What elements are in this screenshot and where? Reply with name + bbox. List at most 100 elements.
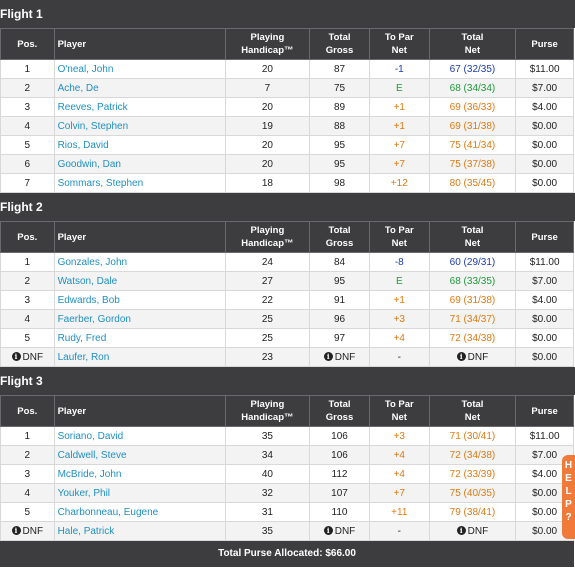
col-player: Player xyxy=(53,395,226,427)
pos-cell: 7 xyxy=(0,173,55,193)
net-cell: 75 (37/38) xyxy=(428,154,517,174)
help-letter: ? xyxy=(565,512,572,523)
player-link[interactable]: O'neal, John xyxy=(53,59,226,79)
pos-value: 2 xyxy=(24,275,31,287)
pos-value: 7 xyxy=(24,177,31,189)
player-link[interactable]: Soriano, David xyxy=(53,426,226,446)
pos-cell: 2 xyxy=(0,445,55,465)
player-link[interactable]: Hale, Patrick xyxy=(53,521,226,541)
net-cell: 75 (41/34) xyxy=(428,135,517,155)
net-value: 67 (32/35) xyxy=(449,63,496,75)
net-value: 75 (40/35) xyxy=(449,487,496,499)
col-gross-line2: Gross xyxy=(325,45,354,56)
col-topar-line1: To Par xyxy=(384,399,414,410)
purse-cell: $0.00 xyxy=(515,309,574,329)
player-link[interactable]: Caldwell, Steve xyxy=(53,445,226,465)
info-icon[interactable]: i xyxy=(323,526,333,536)
col-gross: Total Gross xyxy=(309,395,370,427)
gross-cell: i DNF xyxy=(309,347,370,367)
player-link[interactable]: Sommars, Stephen xyxy=(53,173,226,193)
handicap-cell: 23 xyxy=(224,347,311,367)
handicap-cell: 35 xyxy=(224,521,311,541)
net-value: 75 (41/34) xyxy=(449,139,496,151)
table-row: 1 O'neal, John 20 87 -1 67 (32/35) $11.00 xyxy=(0,59,574,79)
purse-cell: $11.00 xyxy=(515,59,574,79)
gross-cell: 112 xyxy=(309,464,370,484)
player-link[interactable]: Rudy, Fred xyxy=(53,328,226,348)
net-value: DNF xyxy=(467,351,489,363)
player-link[interactable]: Charbonneau, Eugene xyxy=(53,502,226,522)
handicap-cell: 34 xyxy=(224,445,311,465)
player-link[interactable]: Youker, Phil xyxy=(53,483,226,503)
net-cell: 72 (33/39) xyxy=(428,464,517,484)
handicap-cell: 7 xyxy=(224,78,311,98)
pos-cell: 2 xyxy=(0,271,55,291)
table-row: 1 Gonzales, John 24 84 -8 60 (29/31) $11.00 xyxy=(0,252,574,272)
help-tab[interactable]: H E L P? xyxy=(562,455,575,539)
player-link[interactable]: Gonzales, John xyxy=(53,252,226,272)
gross-cell: 91 xyxy=(309,290,370,310)
gross-cell: i DNF xyxy=(309,521,370,541)
pos-value: 4 xyxy=(24,120,31,132)
net-cell: 79 (38/41) xyxy=(428,502,517,522)
purse-cell: $0.00 xyxy=(515,328,574,348)
handicap-cell: 20 xyxy=(224,135,311,155)
net-cell: 69 (31/38) xyxy=(428,290,517,310)
table-row: 4 Faerber, Gordon 25 96 +3 71 (34/37) $0.00 xyxy=(0,309,574,329)
net-cell: 68 (33/35) xyxy=(428,271,517,291)
gross-cell: 106 xyxy=(309,426,370,446)
info-icon[interactable]: i xyxy=(323,352,333,362)
net-value: 79 (38/41) xyxy=(449,506,496,518)
topar-cell: E xyxy=(368,271,430,291)
flight-title: Flight 1 xyxy=(0,0,575,28)
col-gross: Total Gross xyxy=(309,28,370,60)
purse-cell: $0.00 xyxy=(515,483,574,503)
pos-value: 6 xyxy=(24,158,31,170)
pos-cell: 4 xyxy=(0,309,55,329)
gross-cell: 98 xyxy=(309,173,370,193)
player-link[interactable]: Colvin, Stephen xyxy=(53,116,226,136)
gross-value: 107 xyxy=(331,487,348,499)
col-net: Total Net xyxy=(428,221,517,253)
col-handicap: Playing Handicap™ xyxy=(224,221,311,253)
col-handicap-line1: Playing xyxy=(250,225,285,236)
net-value: 60 (29/31) xyxy=(449,256,496,268)
player-link[interactable]: Reeves, Patrick xyxy=(53,97,226,117)
player-link[interactable]: Laufer, Ron xyxy=(53,347,226,367)
col-purse: Purse xyxy=(515,395,574,427)
handicap-cell: 20 xyxy=(224,97,311,117)
handicap-cell: 25 xyxy=(224,309,311,329)
gross-value: 95 xyxy=(333,139,346,151)
player-link[interactable]: Edwards, Bob xyxy=(53,290,226,310)
pos-cell: 4 xyxy=(0,483,55,503)
player-link[interactable]: Faerber, Gordon xyxy=(53,309,226,329)
info-icon[interactable]: i xyxy=(456,352,466,362)
table-row: 2 Watson, Dale 27 95 E 68 (33/35) $7.00 xyxy=(0,271,574,291)
player-link[interactable]: Ache, De xyxy=(53,78,226,98)
player-link[interactable]: Goodwin, Dan xyxy=(53,154,226,174)
pos-value: 5 xyxy=(24,139,31,151)
pos-cell: 4 xyxy=(0,116,55,136)
player-link[interactable]: Rios, David xyxy=(53,135,226,155)
col-gross-line1: Total xyxy=(328,32,351,43)
purse-cell: $7.00 xyxy=(515,271,574,291)
net-cell: 67 (32/35) xyxy=(428,59,517,79)
net-cell: i DNF xyxy=(428,347,517,367)
topar-cell: +7 xyxy=(368,483,430,503)
table-row: 7 Sommars, Stephen 18 98 +12 80 (35/45) $0.00 xyxy=(0,173,574,193)
info-icon[interactable]: i xyxy=(11,352,21,362)
handicap-cell: 24 xyxy=(224,252,311,272)
pos-cell: 1 xyxy=(0,426,55,446)
info-icon[interactable]: i xyxy=(456,526,466,536)
net-cell: 71 (34/37) xyxy=(428,309,517,329)
col-handicap-line1: Playing xyxy=(250,399,285,410)
player-link[interactable]: McBride, John xyxy=(53,464,226,484)
info-icon[interactable]: i xyxy=(11,526,21,536)
help-letter: L xyxy=(565,486,572,497)
player-link[interactable]: Watson, Dale xyxy=(53,271,226,291)
handicap-cell: 20 xyxy=(224,59,311,79)
net-value: 72 (33/39) xyxy=(449,468,496,480)
pos-cell: 3 xyxy=(0,290,55,310)
col-net: Total Net xyxy=(428,395,517,427)
purse-cell: $0.00 xyxy=(515,347,574,367)
